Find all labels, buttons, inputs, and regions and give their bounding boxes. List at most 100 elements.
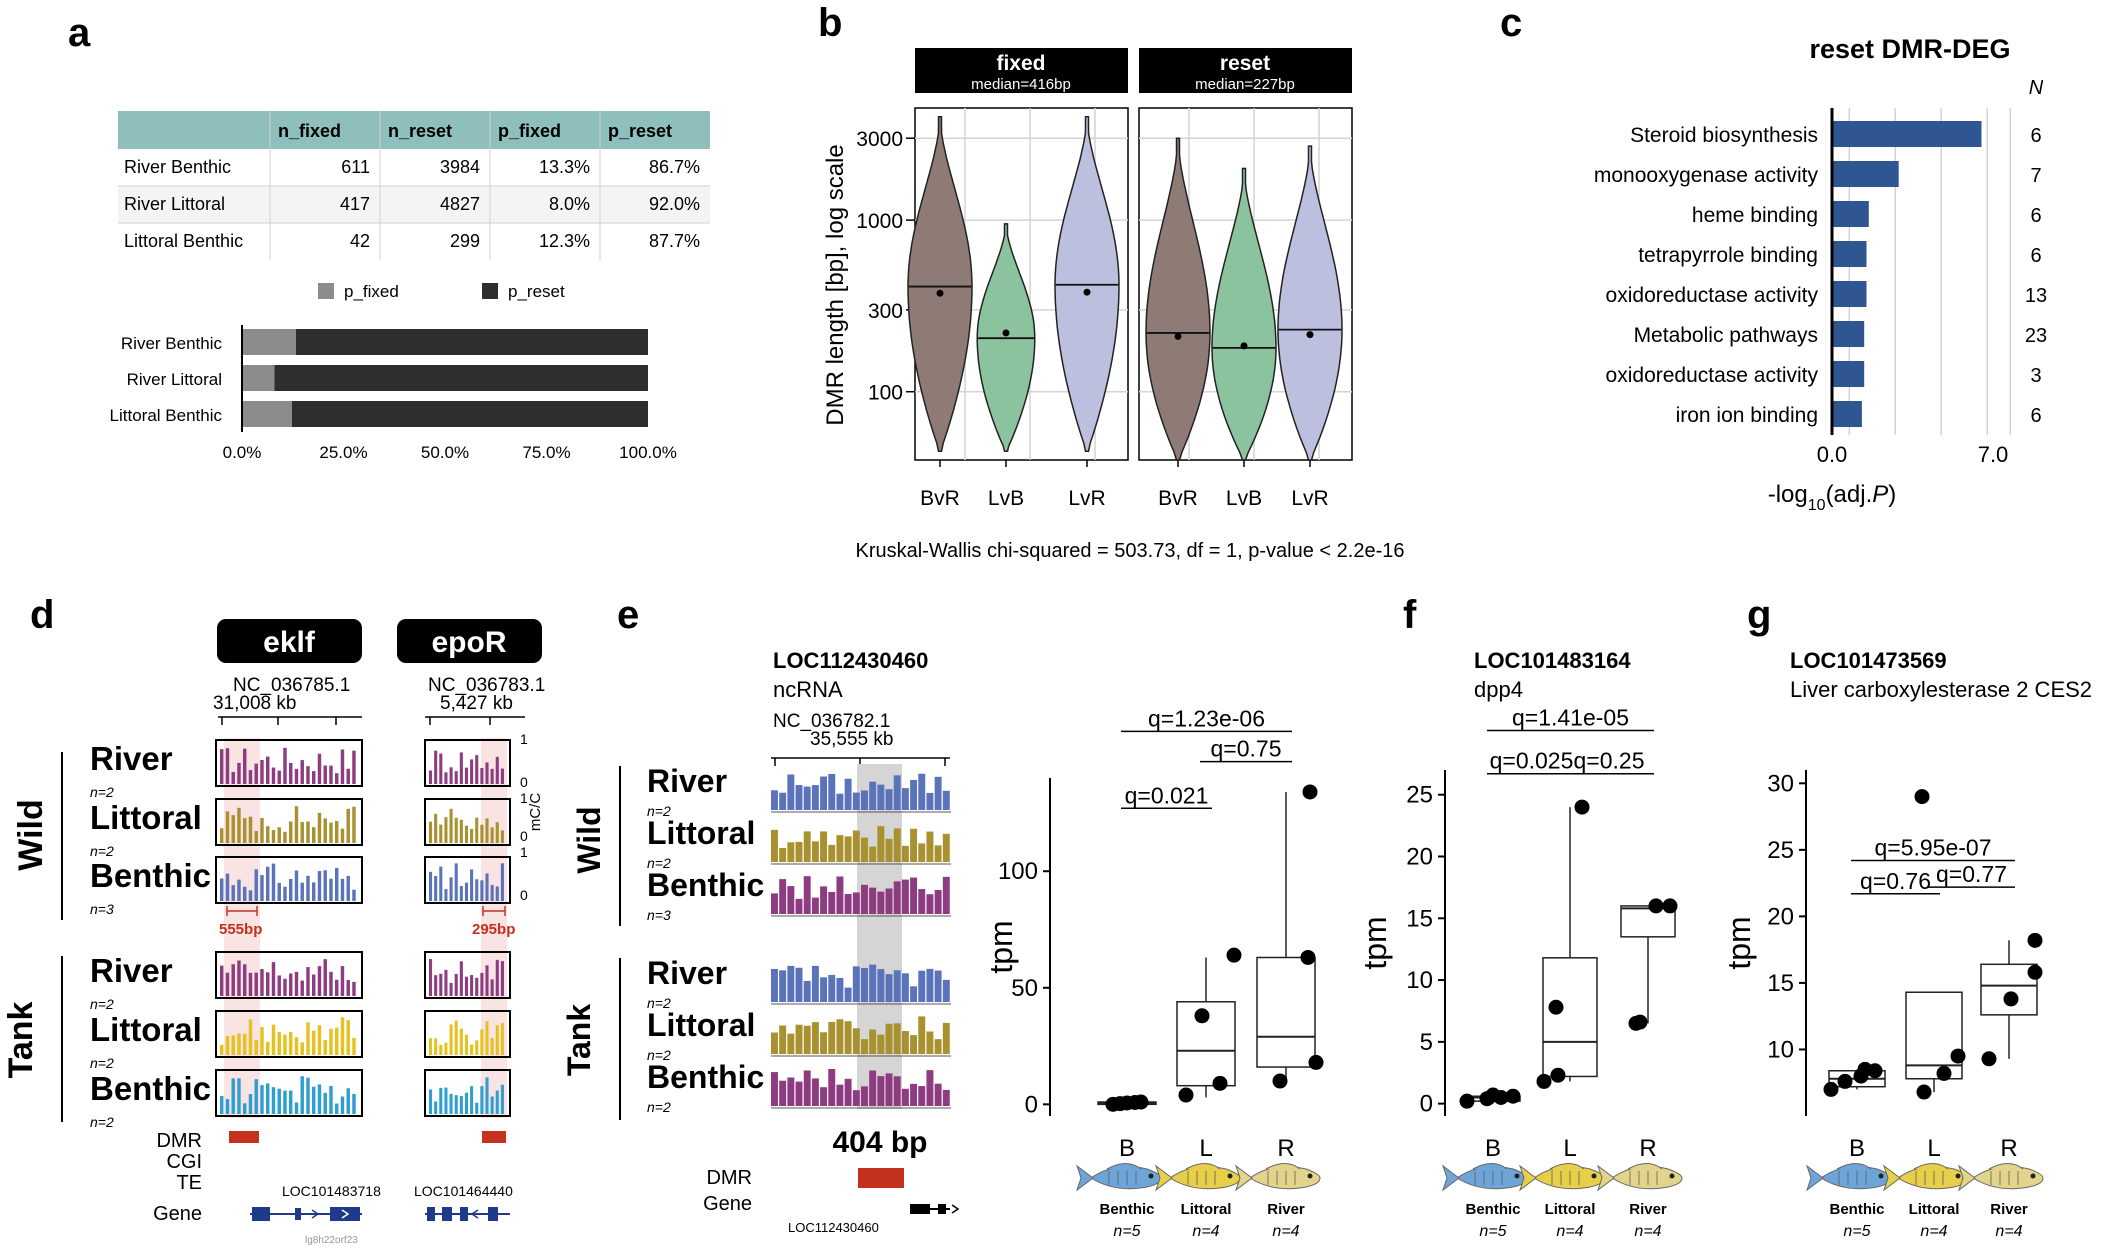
methylation-bar xyxy=(266,826,270,843)
methylation-bar xyxy=(893,1076,901,1106)
methylation-bar xyxy=(926,1070,934,1106)
methylation-bar xyxy=(926,792,934,810)
methylation-bar xyxy=(459,1095,463,1114)
methylation-bar xyxy=(329,765,333,784)
box-point xyxy=(1823,1081,1839,1097)
track-label: Benthic xyxy=(647,1059,764,1095)
methylation-bar xyxy=(470,828,474,843)
methylation-bar xyxy=(243,748,247,784)
methylation-bar xyxy=(266,1041,270,1055)
methylation-bar xyxy=(434,875,438,901)
chrom-epor: NC_036783.1 xyxy=(428,675,545,696)
methylation-bar xyxy=(877,969,885,1002)
fish-eye xyxy=(1669,1173,1675,1179)
methylation-bar xyxy=(283,886,287,901)
fish-tail xyxy=(1235,1164,1253,1192)
methylation-bar xyxy=(485,1021,489,1055)
methylation-bar xyxy=(429,770,433,784)
cell: 299 xyxy=(450,231,480,251)
methylation-bar xyxy=(942,1022,950,1054)
methylation-bar xyxy=(289,973,293,996)
methylation-bar xyxy=(449,1093,453,1114)
track-labels-d: Rivern=2Littoraln=2Benthicn=3Rivern=2Lit… xyxy=(90,740,211,1130)
fish-group-label: Littoral xyxy=(1181,1201,1232,1218)
methylation-bar xyxy=(918,1016,926,1054)
methylation-bar xyxy=(901,788,909,810)
methylation-bar xyxy=(828,773,836,810)
dmr-size-e: 404 bp xyxy=(832,1126,927,1159)
methylation-bar xyxy=(877,1076,885,1106)
col-p-fixed: p_fixed xyxy=(498,121,561,141)
methylation-bar xyxy=(225,972,230,996)
box-y-tick: 15 xyxy=(1767,970,1794,997)
enrich-term-label: Steroid biosynthesis xyxy=(1630,124,1818,147)
methylation-bar xyxy=(893,828,901,862)
methylation-bar xyxy=(844,778,852,810)
methylation-bar xyxy=(429,1089,433,1114)
table-row xyxy=(118,223,710,260)
box-y-tick: 0 xyxy=(1420,1091,1433,1118)
methylation-bar xyxy=(317,812,322,843)
methylation-bar xyxy=(277,827,281,843)
methylation-bar xyxy=(910,1035,918,1054)
methylation-bar xyxy=(312,1030,316,1055)
methylation-bar xyxy=(300,821,304,843)
violin-mean xyxy=(1002,329,1010,337)
methylation-bar xyxy=(787,1077,795,1106)
box-x-tick: L xyxy=(1563,1135,1576,1162)
stack-x-tick: 25.0% xyxy=(319,443,367,462)
methylation-bar xyxy=(243,1103,247,1114)
methylation-bar xyxy=(803,831,811,862)
methylation-bar xyxy=(323,765,327,784)
box-point xyxy=(2003,991,2019,1007)
facet-subtitle-reset: median=227bp xyxy=(1195,76,1295,93)
methylation-bar xyxy=(220,965,224,996)
comparison-label: q=0.025 xyxy=(1490,748,1574,774)
dmr-highlight-e xyxy=(857,764,902,1109)
track-n: n=2 xyxy=(647,1099,671,1115)
box-x-tick: B xyxy=(1485,1135,1501,1162)
methylation-bar xyxy=(475,977,479,996)
methylation-bar xyxy=(444,969,448,996)
methylation-bar xyxy=(910,986,918,1002)
fish-fin xyxy=(1185,1163,1221,1170)
methylation-bar xyxy=(352,889,356,901)
violin-x-tick: LvR xyxy=(1291,487,1328,510)
gene-title-epor: epoR xyxy=(432,626,507,659)
box-point xyxy=(1485,1087,1501,1103)
track-n: n=2 xyxy=(90,1114,114,1130)
table-row xyxy=(118,149,710,186)
scale-one-1: 1 xyxy=(520,731,528,747)
enrich-term-label: monooxygenase activity xyxy=(1594,164,1819,187)
methylation-bar xyxy=(225,811,230,843)
methylation-bar xyxy=(306,821,310,843)
methylation-bar xyxy=(787,774,795,810)
box-point xyxy=(1505,1088,1521,1104)
fish-icon xyxy=(1235,1163,1321,1192)
methylation-bar xyxy=(323,1092,327,1114)
methylation-bar xyxy=(942,833,950,862)
methylation-bar xyxy=(910,1083,918,1106)
methylation-bar xyxy=(294,768,299,784)
methylation-bar xyxy=(475,879,479,901)
methylation-bar xyxy=(828,1068,836,1106)
annot-te-d: TE xyxy=(176,1172,202,1194)
methylation-bar xyxy=(277,1032,281,1055)
methylation-bar xyxy=(352,806,356,843)
track-labels-e: Rivern=2Littoraln=2Benthicn=3Rivern=2Lit… xyxy=(647,763,764,1115)
fish-n-label: n=5 xyxy=(1479,1223,1506,1240)
methylation-bar xyxy=(885,888,893,914)
methylation-bar xyxy=(480,1029,484,1055)
methylation-bar xyxy=(934,776,942,810)
fish-fin xyxy=(1836,1163,1872,1170)
enrich-n-value: 3 xyxy=(2030,365,2041,387)
fish-n-label: n=4 xyxy=(1556,1223,1583,1240)
methylation-bar xyxy=(820,886,828,914)
methylation-bar xyxy=(771,829,778,862)
methylation-bar xyxy=(306,1077,310,1114)
enrich-term-label: Metabolic pathways xyxy=(1634,324,1818,347)
methylation-bar xyxy=(844,1021,852,1054)
fish-fin xyxy=(1472,1163,1508,1170)
methylation-bar xyxy=(495,756,499,784)
annot-gene-e: Gene xyxy=(703,1193,752,1215)
